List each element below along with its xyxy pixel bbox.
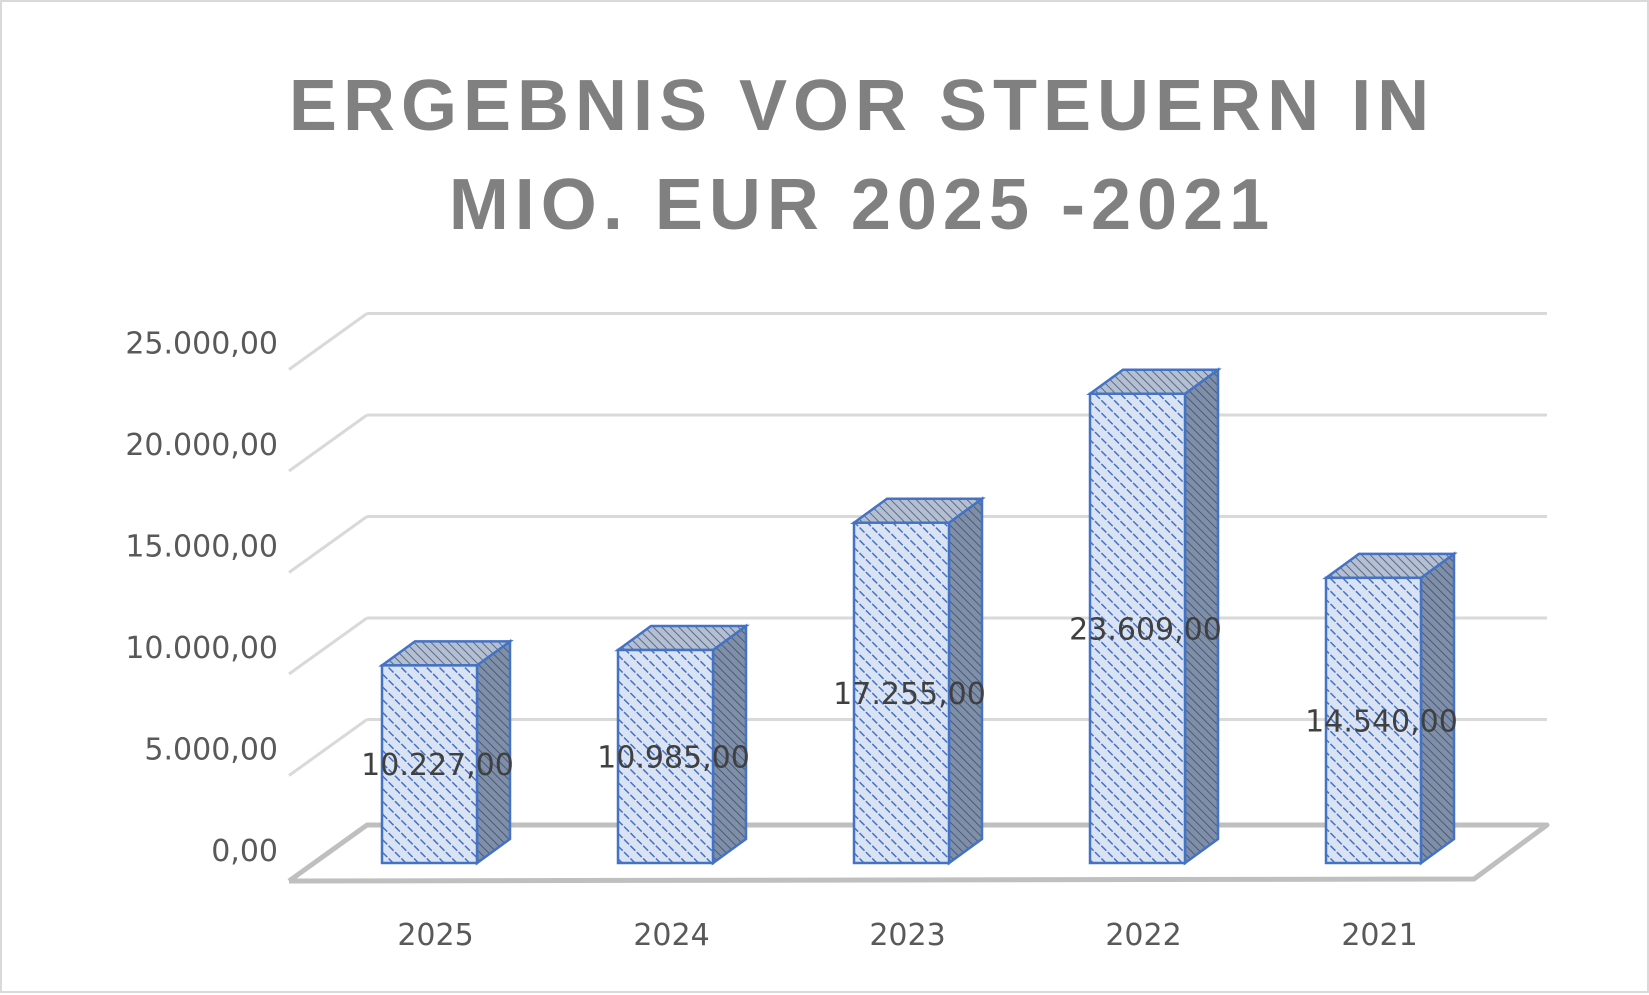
data-labels: 10.227,00 10.985,00 17.255,00 23.609,00 14.5… [361, 612, 1458, 783]
bar-2021 [1322, 551, 1458, 866]
y-tick-label-5: 25.000,00 [125, 327, 278, 362]
bar-2023 [850, 496, 986, 866]
chart-title: ERGEBNIS VOR STEUERN IN MIO. EUR 2025 -2… [289, 66, 1435, 245]
bar-front-2021 [1324, 576, 1423, 865]
bar-2025 [378, 638, 514, 866]
chart-floor [287, 822, 1550, 884]
bar-front-2023 [852, 521, 951, 865]
bar-front-2022 [1088, 392, 1187, 865]
y-tick-label-0: 0,00 [211, 834, 278, 869]
data-label-2023: 17.255,00 [833, 677, 986, 712]
data-label-2021: 14.540,00 [1305, 704, 1458, 739]
x-axis: 2025 2024 2023 2022 2021 [397, 918, 1417, 953]
bar-front-2025 [380, 664, 479, 865]
x-tick-label-2025: 2025 [397, 918, 473, 953]
x-tick-label-2022: 2022 [1105, 918, 1181, 953]
bar-2024 [614, 623, 750, 866]
gridline-5 [288, 312, 1547, 371]
x-tick-label-2023: 2023 [869, 918, 945, 953]
data-label-2022: 23.609,00 [1069, 612, 1222, 647]
chart-title-line-2: MIO. EUR 2025 -2021 [449, 165, 1275, 245]
chart-title-line-1: ERGEBNIS VOR STEUERN IN [289, 66, 1435, 146]
y-tick-label-3: 15.000,00 [125, 530, 278, 565]
bars [378, 367, 1458, 866]
x-tick-label-2021: 2021 [1341, 918, 1417, 953]
data-label-2025: 10.227,00 [361, 748, 514, 783]
floor-outline [287, 822, 1550, 884]
y-tick-label-4: 20.000,00 [125, 428, 278, 463]
y-tick-label-1: 5.000,00 [144, 733, 278, 768]
x-tick-label-2024: 2024 [633, 918, 709, 953]
gridline-4 [288, 413, 1547, 473]
y-axis: 0,00 5.000,00 10.000,00 15.000,00 20.000,00 2… [125, 327, 278, 870]
data-label-2024: 10.985,00 [597, 741, 750, 776]
bar-front-2024 [616, 648, 715, 865]
bar-2022 [1086, 367, 1222, 866]
y-tick-label-2: 10.000,00 [125, 631, 278, 666]
